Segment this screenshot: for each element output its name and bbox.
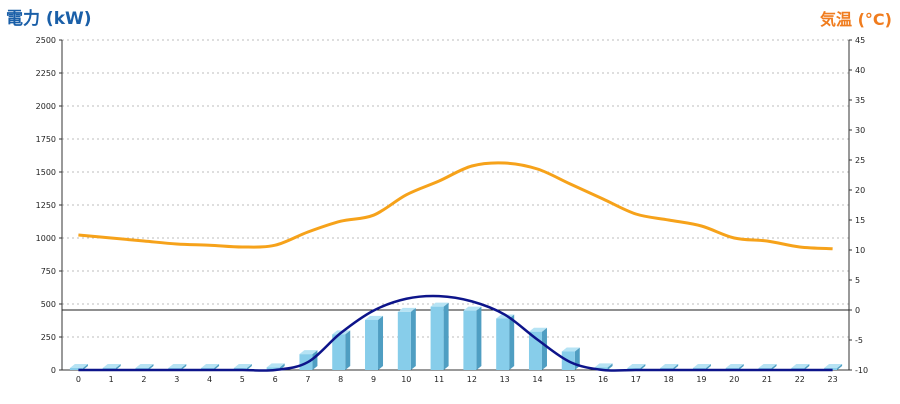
left-tick-label: 750 [41,267,56,276]
right-tick-label: 35 [855,96,865,105]
right-tick-label: 25 [855,156,865,165]
right-tick-label: 15 [855,216,865,225]
right-tick-label: 5 [855,276,860,285]
x-tick-label: 23 [828,375,838,384]
left-tick-label: 250 [41,333,56,342]
power-bar [365,315,384,370]
right-tick-label: 20 [855,186,865,195]
left-tick-label: 1000 [36,234,56,243]
left-tick-label: 500 [41,300,56,309]
power-bar [69,364,88,370]
left-tick-label: 1500 [36,168,56,177]
x-tick-label: 19 [696,375,706,384]
x-tick-label: 12 [467,375,477,384]
left-tick-label: 2500 [36,36,56,45]
power-bar [299,350,318,370]
left-axis-title: 電力 (kW) [6,9,92,29]
x-tick-label: 1 [109,375,114,384]
x-tick-label: 9 [371,375,376,384]
x-tick-label: 18 [664,375,674,384]
power-bar [430,302,449,370]
x-tick-label: 21 [762,375,772,384]
right-axis-title: 気温 (°C) [820,10,892,29]
x-tick-label: 5 [240,375,245,384]
x-tick-label: 13 [500,375,510,384]
left-tick-label: 1750 [36,135,56,144]
x-tick-label: 7 [305,375,310,384]
right-tick-label: 30 [855,126,865,135]
x-tick-label: 4 [207,375,212,384]
power-bar [496,314,515,370]
power-bar [397,307,416,370]
left-tick-label: 2250 [36,69,56,78]
power-bar [463,306,482,370]
right-tick-label: -5 [855,336,863,345]
x-tick-label: 2 [141,375,146,384]
x-tick-label: 15 [565,375,575,384]
x-tick-label: 14 [532,375,542,384]
left-tick-label: 1250 [36,201,56,210]
right-tick-label: 40 [855,66,865,75]
left-tick-label: 2000 [36,102,56,111]
x-tick-label: 8 [338,375,343,384]
left-tick-label: 0 [51,366,56,375]
x-tick-label: 22 [795,375,805,384]
x-tick-label: 17 [631,375,641,384]
x-tick-label: 0 [76,375,81,384]
x-tick-label: 11 [434,375,444,384]
x-tick-label: 20 [729,375,739,384]
x-tick-label: 3 [174,375,179,384]
right-tick-label: 0 [855,306,860,315]
right-tick-label: 10 [855,246,865,255]
x-tick-label: 10 [401,375,411,384]
x-tick-label: 6 [273,375,278,384]
x-tick-label: 16 [598,375,608,384]
right-tick-label: 45 [855,36,865,45]
temperature-line [78,161,833,251]
power-bar [332,330,351,370]
right-tick-label: -10 [855,366,868,375]
power-curve-line [78,294,833,372]
